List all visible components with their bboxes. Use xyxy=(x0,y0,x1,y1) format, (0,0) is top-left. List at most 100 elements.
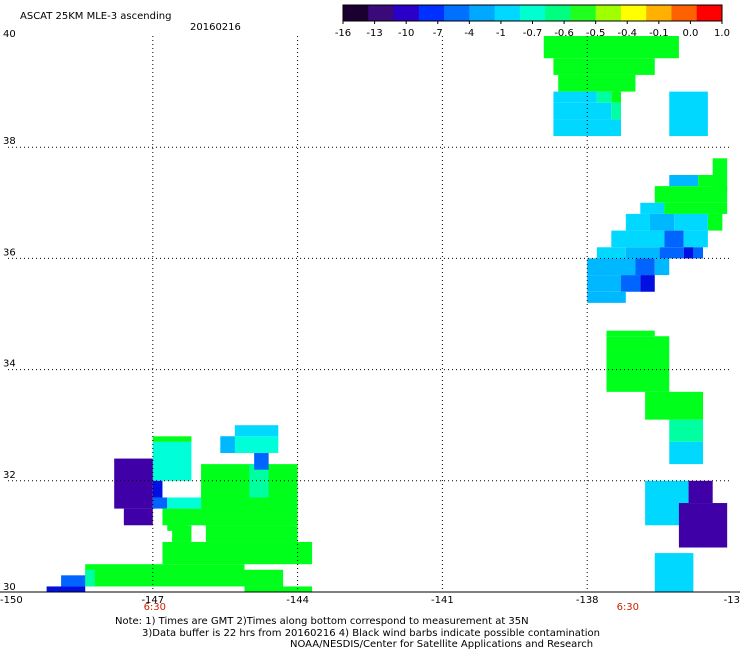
footer-note-2: 3)Data buffer is 22 hrs from 20160216 4)… xyxy=(142,628,600,639)
axis-labels: -150 -147 -144 -141 -138 -13 40 38 36 34 32 30 6:30 6… xyxy=(0,29,740,613)
latitude-label: 34 xyxy=(3,359,16,370)
data-cell xyxy=(152,480,163,498)
data-cell xyxy=(167,497,202,509)
data-cell xyxy=(654,258,670,276)
colorbar-tick-label: -0.4 xyxy=(617,28,637,39)
data-cell xyxy=(635,258,655,276)
pass-time-label: 6:30 xyxy=(617,602,639,613)
data-cell xyxy=(61,575,86,587)
data-cell xyxy=(553,58,621,75)
colorbar-swatch xyxy=(570,5,597,21)
footer-note-1: Note: 1) Times are GMT 2)Times along bot… xyxy=(115,616,529,627)
data-cell xyxy=(669,175,699,187)
data-cell xyxy=(587,258,636,276)
colorbar-tick-label: -4 xyxy=(464,28,474,39)
graticule xyxy=(0,36,740,593)
longitude-label: -144 xyxy=(286,595,309,606)
latitude-label: 36 xyxy=(3,247,16,258)
data-cell xyxy=(611,102,621,120)
colorbar-tick-label: -0.7 xyxy=(523,28,543,39)
data-cell xyxy=(114,458,153,509)
data-cell xyxy=(645,391,704,420)
colorbar-swatch xyxy=(494,5,521,21)
data-cell xyxy=(683,247,694,259)
latitude-label: 38 xyxy=(3,136,16,147)
colorbar-swatch xyxy=(393,5,420,21)
data-cell xyxy=(152,436,192,442)
data-cell xyxy=(220,436,235,453)
data-cell xyxy=(640,202,665,214)
pass-time-label: 6:30 xyxy=(144,602,166,613)
data-cell xyxy=(698,175,723,187)
data-cell xyxy=(707,213,723,231)
colorbar-swatch xyxy=(646,5,672,21)
data-cell xyxy=(244,586,313,592)
data-cell xyxy=(659,247,684,259)
data-cell xyxy=(669,419,704,442)
colorbar-swatch xyxy=(595,5,622,21)
latitude-label: 40 xyxy=(3,29,16,40)
colorbar-swatch xyxy=(620,5,647,21)
data-cell xyxy=(664,202,728,214)
colorbar-swatch xyxy=(368,5,395,21)
data-cell xyxy=(205,525,298,542)
data-cell xyxy=(669,91,708,137)
colorbar-tick-label: -1 xyxy=(496,28,506,39)
data-cell xyxy=(543,36,679,59)
data-cell xyxy=(162,541,313,565)
footer-credit: NOAA/NESDIS/Center for Satellite Applica… xyxy=(290,639,593,650)
latitude-label: 30 xyxy=(3,582,16,593)
data-cell xyxy=(693,247,704,259)
colorbar-swatch xyxy=(696,5,723,21)
data-cell xyxy=(669,441,704,465)
data-cell xyxy=(625,213,650,231)
data-cell xyxy=(244,569,284,587)
colorbar-swatch xyxy=(545,5,571,21)
data-cell xyxy=(606,74,636,92)
data-cell xyxy=(553,102,612,120)
colorbar-swatch xyxy=(519,5,546,21)
colorbar-tick-label: -0.1 xyxy=(649,28,669,39)
data-cell xyxy=(654,186,728,203)
colorbar-swatch xyxy=(671,5,698,21)
data-cell xyxy=(683,230,708,248)
colorbar-tick-label: -13 xyxy=(366,28,382,39)
data-cell xyxy=(167,519,187,531)
colorbar-swatch xyxy=(418,5,445,21)
data-cell xyxy=(688,480,713,504)
data-cell xyxy=(152,441,192,481)
colorbar-tick-label: -0.5 xyxy=(586,28,606,39)
latitude-label: 32 xyxy=(3,470,16,481)
data-cell xyxy=(85,564,245,587)
data-cells xyxy=(46,36,728,592)
data-cell xyxy=(553,91,597,103)
data-cell xyxy=(625,247,660,259)
data-cell xyxy=(611,230,665,248)
colorbar-swatch xyxy=(343,5,369,21)
colorbar-tick-label: -10 xyxy=(398,28,414,39)
data-cell xyxy=(596,247,626,259)
data-cell xyxy=(611,91,621,103)
data-cell xyxy=(123,508,153,526)
data-cell xyxy=(587,291,626,303)
product-title: ASCAT 25KM MLE-3 ascending xyxy=(20,11,171,22)
colorbar-tick-label: 0.0 xyxy=(682,28,698,39)
data-cell xyxy=(596,91,612,103)
longitude-label: -138 xyxy=(576,595,599,606)
colorbar-legend: -16 -13 -10 -7 -4 -1 -0.7 -0.6 -0.5 -0.4 -0.1 0.0 1.… xyxy=(335,4,730,39)
data-cell xyxy=(606,330,655,337)
longitude-label: -150 xyxy=(0,595,23,606)
colorbar-swatch xyxy=(444,5,470,21)
data-cell xyxy=(620,58,655,75)
data-cell xyxy=(654,553,694,592)
colorbar-swatch xyxy=(469,5,496,21)
data-cell xyxy=(678,503,728,548)
product-date: 20160216 xyxy=(190,22,241,33)
data-cell xyxy=(249,464,269,498)
data-cell xyxy=(254,453,269,470)
longitude-label: -147 xyxy=(141,595,164,606)
data-cell xyxy=(152,497,168,509)
longitude-label: -141 xyxy=(431,595,454,606)
data-cell xyxy=(46,586,86,592)
